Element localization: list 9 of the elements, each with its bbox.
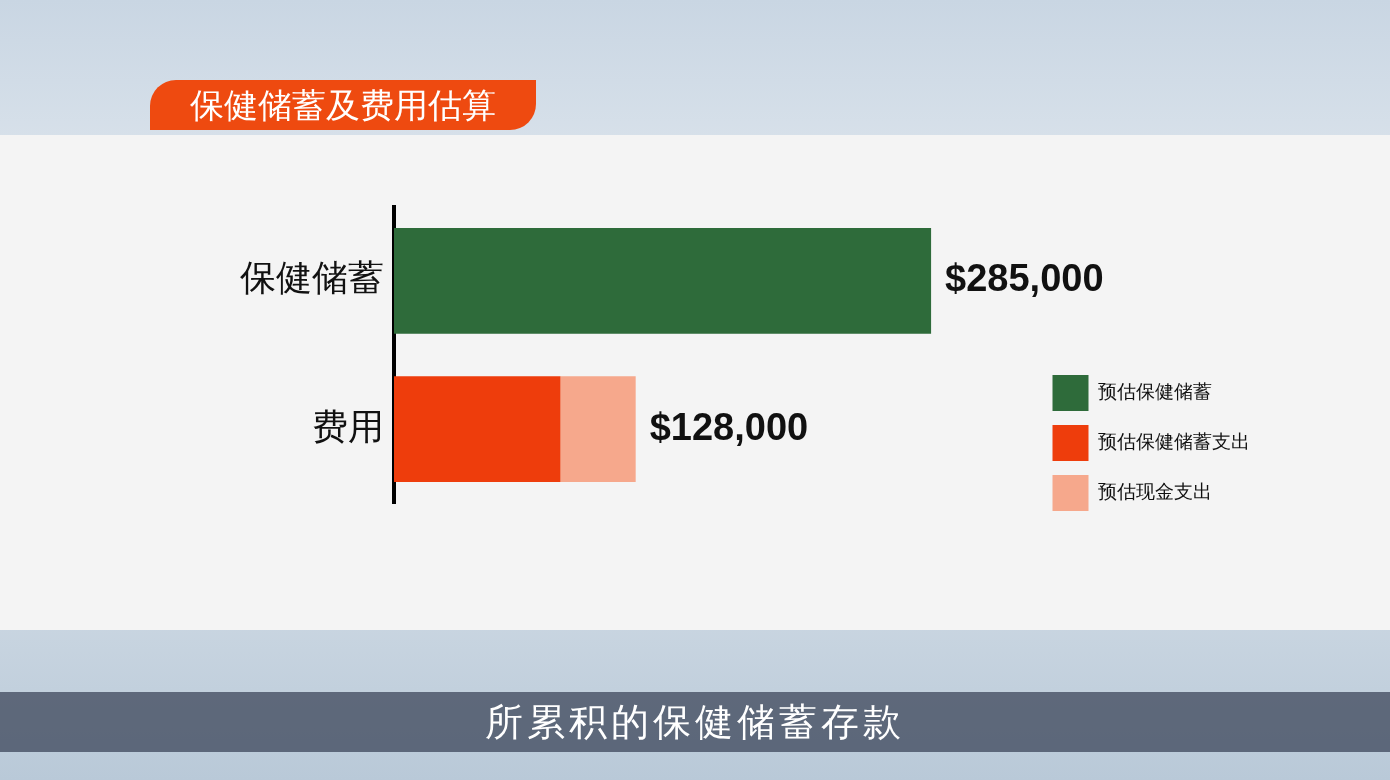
annotation: $128,000 <box>649 405 809 448</box>
legend-label: 预估保健储蓄 <box>1098 379 1212 402</box>
y-tick-label: 保健储蓄 <box>240 257 384 299</box>
annotation: $285,000 <box>945 257 1104 300</box>
legend-label: 预估现金支出 <box>1098 479 1212 502</box>
y-tick-label: 费用 <box>312 405 384 447</box>
chart-title: 保健储蓄及费用估算 <box>150 80 536 130</box>
legend-label: 预估保健储蓄支出 <box>1098 429 1250 452</box>
text: 所累积的保健储蓄存款 <box>0 692 1390 752</box>
